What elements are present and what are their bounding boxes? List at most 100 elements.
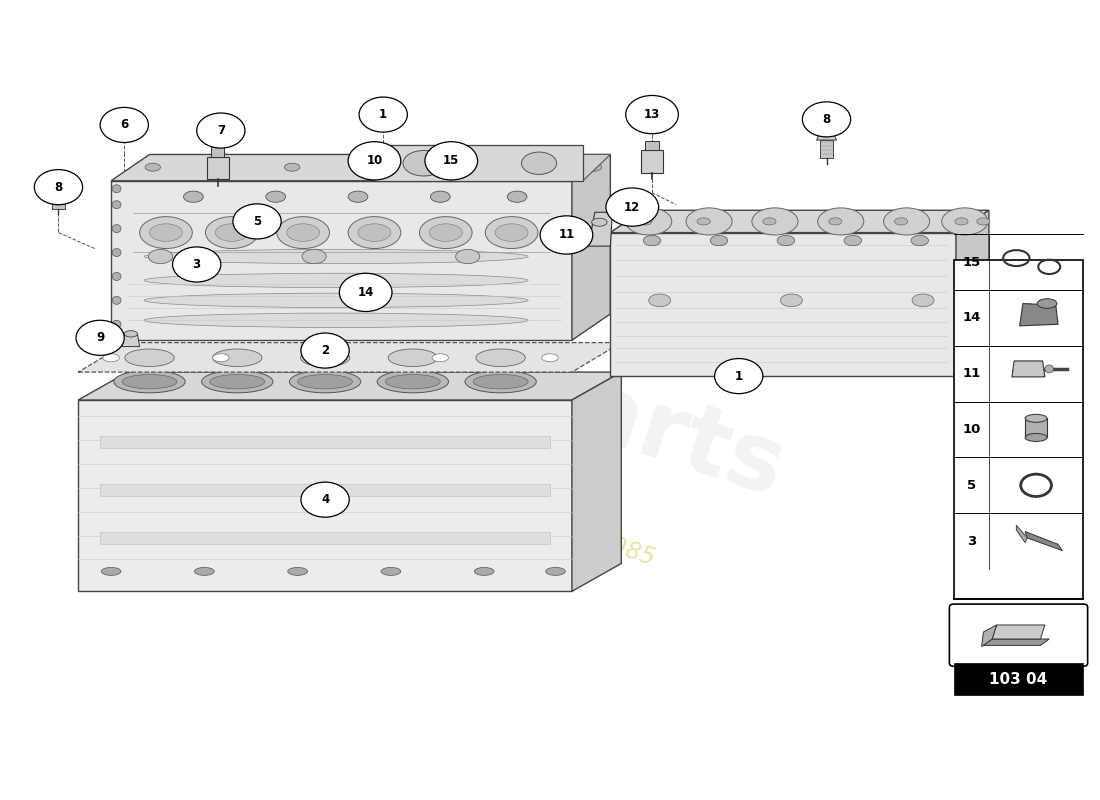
- Ellipse shape: [883, 208, 930, 235]
- Polygon shape: [646, 141, 659, 150]
- Text: 15: 15: [962, 255, 980, 269]
- Ellipse shape: [686, 208, 733, 235]
- Ellipse shape: [894, 218, 908, 225]
- Circle shape: [197, 113, 245, 148]
- Ellipse shape: [103, 354, 119, 362]
- Ellipse shape: [1025, 414, 1047, 422]
- Ellipse shape: [124, 349, 174, 366]
- Ellipse shape: [298, 374, 352, 389]
- Circle shape: [540, 216, 593, 254]
- Polygon shape: [1012, 361, 1045, 377]
- Circle shape: [76, 320, 124, 355]
- Circle shape: [34, 170, 82, 205]
- Text: eurosparts: eurosparts: [217, 251, 795, 517]
- Ellipse shape: [348, 217, 400, 249]
- Ellipse shape: [644, 235, 661, 246]
- Circle shape: [606, 188, 659, 226]
- Ellipse shape: [216, 224, 249, 242]
- Polygon shape: [211, 147, 224, 157]
- Text: 5: 5: [967, 479, 976, 492]
- Text: 14: 14: [962, 311, 980, 324]
- Ellipse shape: [144, 293, 528, 307]
- Ellipse shape: [1025, 434, 1047, 442]
- Ellipse shape: [828, 218, 842, 225]
- Ellipse shape: [763, 218, 776, 225]
- Ellipse shape: [112, 185, 121, 193]
- Polygon shape: [207, 157, 229, 179]
- Ellipse shape: [114, 370, 185, 393]
- Ellipse shape: [455, 250, 480, 264]
- Circle shape: [233, 204, 282, 239]
- Polygon shape: [572, 154, 610, 340]
- Ellipse shape: [432, 354, 449, 362]
- Circle shape: [626, 95, 679, 134]
- Ellipse shape: [112, 320, 121, 328]
- Ellipse shape: [358, 224, 390, 242]
- Polygon shape: [1025, 531, 1063, 550]
- Ellipse shape: [112, 273, 121, 281]
- Polygon shape: [48, 185, 68, 190]
- Polygon shape: [816, 134, 836, 140]
- Circle shape: [802, 102, 850, 137]
- Ellipse shape: [942, 208, 988, 235]
- Ellipse shape: [639, 218, 652, 225]
- Ellipse shape: [144, 313, 528, 327]
- Circle shape: [100, 107, 148, 142]
- Polygon shape: [820, 140, 833, 158]
- Polygon shape: [981, 625, 997, 646]
- Text: 3: 3: [967, 534, 976, 548]
- Ellipse shape: [195, 567, 214, 575]
- Ellipse shape: [122, 374, 177, 389]
- Text: 8: 8: [54, 181, 63, 194]
- Polygon shape: [100, 436, 550, 448]
- Ellipse shape: [212, 349, 262, 366]
- Ellipse shape: [201, 370, 273, 393]
- Ellipse shape: [322, 354, 339, 362]
- Ellipse shape: [184, 191, 204, 202]
- Polygon shape: [374, 145, 583, 181]
- Polygon shape: [1020, 303, 1058, 326]
- Ellipse shape: [844, 235, 861, 246]
- Ellipse shape: [212, 354, 229, 362]
- Polygon shape: [100, 484, 550, 496]
- Text: 12: 12: [624, 201, 640, 214]
- Ellipse shape: [361, 163, 376, 171]
- Polygon shape: [78, 400, 572, 591]
- Ellipse shape: [1045, 365, 1054, 373]
- Text: 11: 11: [559, 229, 574, 242]
- Ellipse shape: [586, 163, 602, 171]
- Circle shape: [339, 274, 392, 311]
- Ellipse shape: [711, 235, 728, 246]
- Ellipse shape: [266, 191, 286, 202]
- Polygon shape: [111, 181, 572, 340]
- Ellipse shape: [515, 163, 530, 171]
- Ellipse shape: [474, 567, 494, 575]
- Polygon shape: [78, 342, 622, 372]
- Text: 4: 4: [321, 493, 329, 506]
- Polygon shape: [610, 210, 989, 233]
- Ellipse shape: [592, 218, 607, 226]
- Text: 3: 3: [192, 258, 201, 271]
- Ellipse shape: [752, 208, 798, 235]
- Ellipse shape: [626, 208, 672, 235]
- Ellipse shape: [208, 163, 223, 171]
- Ellipse shape: [507, 191, 527, 202]
- Ellipse shape: [112, 201, 121, 209]
- Ellipse shape: [429, 224, 462, 242]
- Ellipse shape: [1037, 298, 1057, 308]
- Circle shape: [301, 482, 349, 517]
- Circle shape: [425, 142, 477, 180]
- Ellipse shape: [210, 374, 265, 389]
- Ellipse shape: [300, 349, 350, 366]
- Ellipse shape: [521, 152, 557, 174]
- Ellipse shape: [485, 217, 538, 249]
- Text: 1: 1: [379, 108, 387, 121]
- Ellipse shape: [430, 191, 450, 202]
- Polygon shape: [992, 625, 1045, 639]
- Ellipse shape: [977, 218, 990, 225]
- Polygon shape: [100, 531, 550, 543]
- Polygon shape: [78, 372, 622, 400]
- Ellipse shape: [381, 567, 400, 575]
- Ellipse shape: [377, 370, 449, 393]
- Ellipse shape: [124, 330, 138, 337]
